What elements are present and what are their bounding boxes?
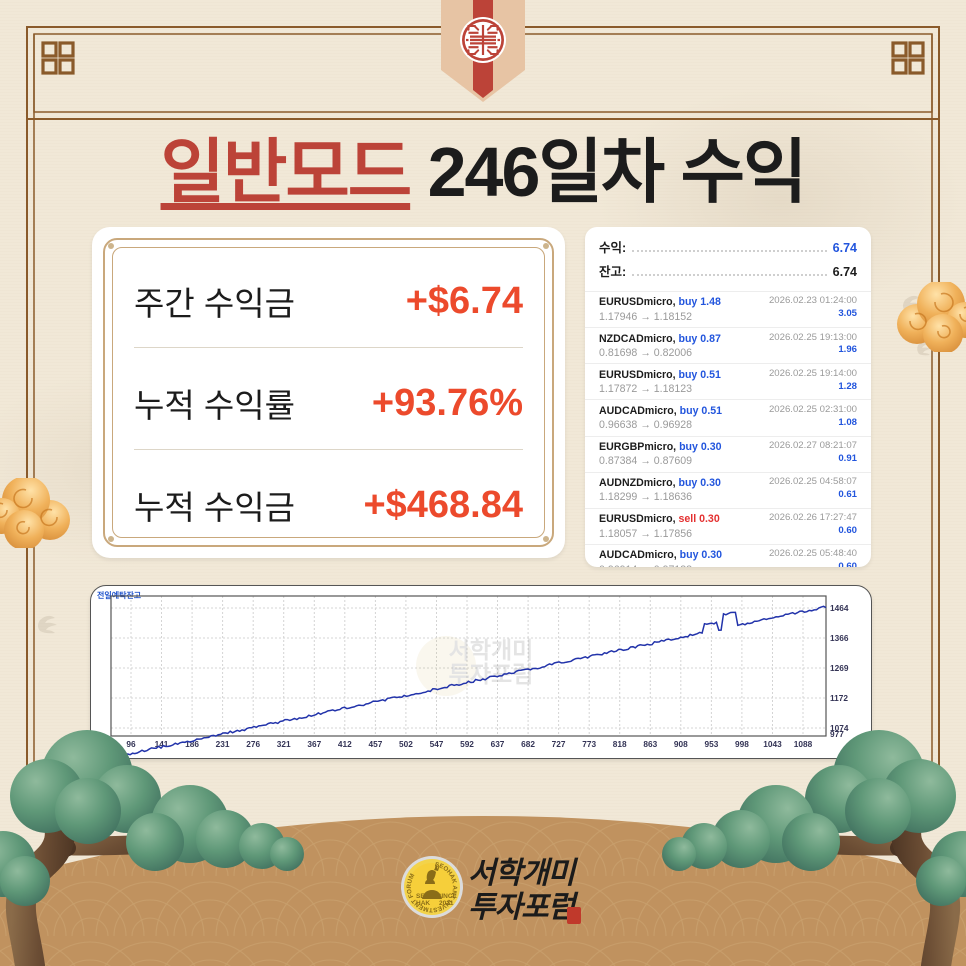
svg-text:727: 727 bbox=[552, 739, 566, 749]
svg-text:502: 502 bbox=[399, 739, 413, 749]
svg-text:1269: 1269 bbox=[830, 663, 849, 673]
svg-text:서학개미: 서학개미 bbox=[449, 637, 534, 663]
svg-text:773: 773 bbox=[582, 739, 596, 749]
svg-text:637: 637 bbox=[491, 739, 505, 749]
svg-text:682: 682 bbox=[521, 739, 535, 749]
svg-text:투자포럼: 투자포럼 bbox=[449, 661, 534, 687]
svg-text:2021: 2021 bbox=[439, 900, 454, 907]
svg-text:457: 457 bbox=[368, 739, 382, 749]
svg-text:592: 592 bbox=[460, 739, 474, 749]
svg-text:412: 412 bbox=[338, 739, 352, 749]
svg-text:HAK: HAK bbox=[416, 900, 430, 907]
svg-text:1464: 1464 bbox=[830, 603, 849, 613]
svg-text:1366: 1366 bbox=[830, 633, 849, 643]
svg-text:818: 818 bbox=[613, 739, 627, 749]
svg-text:547: 547 bbox=[430, 739, 444, 749]
